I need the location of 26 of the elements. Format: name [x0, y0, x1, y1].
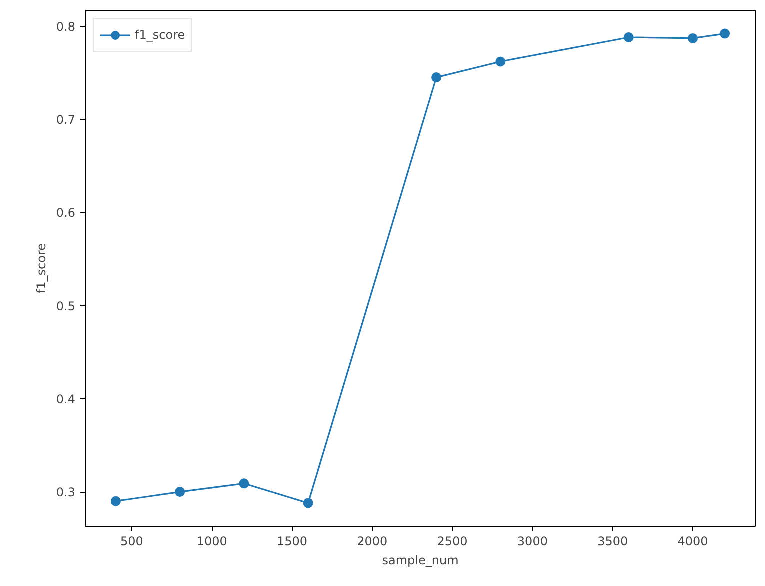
- y-tick-label: 0.7: [56, 112, 76, 127]
- point: [303, 498, 314, 508]
- point: [239, 478, 250, 489]
- point: [720, 28, 730, 39]
- y-tick-label: 0.8: [56, 20, 76, 34]
- x-tick-label: 500: [120, 534, 144, 548]
- x-tick-label: 3500: [598, 534, 628, 548]
- y-axis-title: f1_score: [34, 243, 48, 294]
- x-tick-label: 1000: [196, 534, 228, 548]
- point: [110, 496, 121, 506]
- y-tick-label: 0.3: [56, 486, 76, 500]
- point: [432, 72, 442, 83]
- x-tick-label: 1500: [277, 534, 308, 548]
- y-tick-label: 0.5: [56, 299, 76, 314]
- x-tick-label: 2500: [437, 534, 468, 548]
- point: [496, 56, 506, 67]
- x-axis-title: sample_num: [382, 554, 459, 568]
- x-tick-label: 2000: [357, 534, 388, 548]
- legend-label: f1_score: [135, 28, 186, 42]
- x-tick-label: 4000: [678, 534, 708, 548]
- point: [624, 32, 634, 42]
- y-tick-label: 0.4: [56, 392, 76, 406]
- x-tick-label: 3000: [517, 534, 548, 548]
- point: [175, 487, 186, 498]
- point: [688, 33, 698, 44]
- y-tick-label: 0.6: [56, 206, 76, 220]
